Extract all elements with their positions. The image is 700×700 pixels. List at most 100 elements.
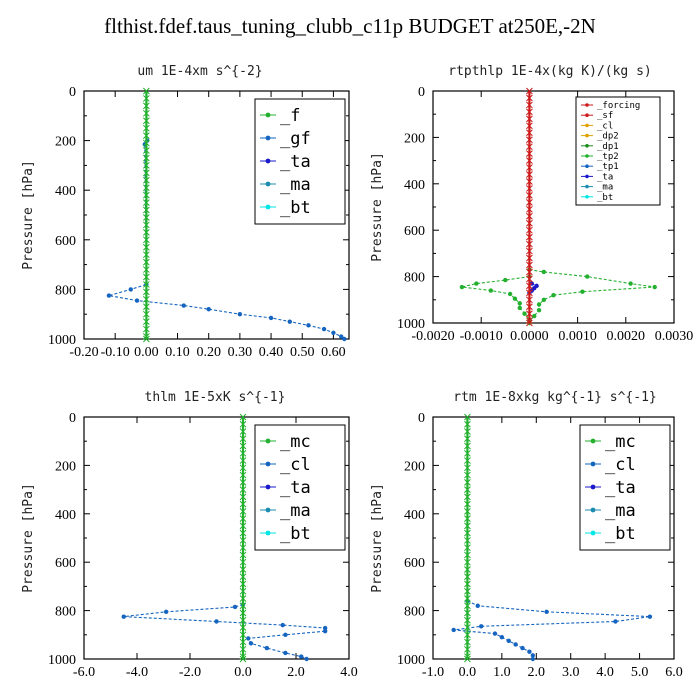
data-point: [526, 185, 533, 192]
data-point: [106, 293, 112, 298]
x-tick-label: -0.0020: [411, 329, 454, 344]
legend-marker: [590, 507, 596, 513]
y-axis-label: Pressure [hPa]: [21, 160, 36, 270]
legend-label: _dp2: [597, 132, 619, 142]
data-point: [142, 295, 150, 303]
data-point: [464, 609, 471, 617]
data-point: [464, 464, 471, 472]
legend-marker: [590, 438, 596, 444]
legend-marker: [585, 174, 589, 179]
legend-label: _sf: [597, 111, 613, 121]
data-point: [526, 247, 533, 255]
data-point: [464, 435, 471, 443]
data-point: [239, 515, 247, 522]
legend-marker: [590, 530, 596, 536]
data-point: [530, 653, 536, 658]
data-point: [526, 226, 533, 234]
data-point: [517, 305, 522, 311]
data-point: [239, 631, 247, 639]
data-point: [331, 330, 336, 335]
data-point: [526, 94, 533, 102]
y-tick-label: 400: [404, 178, 425, 193]
data-point: [520, 645, 525, 651]
data-point: [142, 102, 150, 110]
series-line-tp2: [528, 269, 655, 323]
data-point: [526, 129, 533, 137]
data-point: [526, 150, 533, 157]
legend-label: _bt: [597, 193, 613, 203]
legend-marker: [585, 103, 589, 107]
data-point: [142, 147, 150, 154]
data-point: [459, 284, 465, 290]
legend-label: _bt: [605, 524, 636, 544]
y-tick-label: 1000: [397, 317, 425, 332]
data-point: [464, 631, 471, 639]
panel-4: rtm 1E-8xkg kg^{-1} s^{-1} Pressure [hPa]…: [370, 390, 683, 680]
data-point: [142, 318, 150, 325]
data-point: [464, 616, 471, 624]
data-point: [526, 268, 533, 276]
x-tick-label: -4.0: [126, 665, 148, 680]
data-point: [526, 157, 533, 164]
data-point: [464, 493, 471, 501]
data-point: [464, 566, 471, 573]
x-tick-label: -6.0: [73, 665, 95, 680]
y-tick-label: 1000: [397, 653, 425, 668]
data-point: [239, 413, 247, 421]
data-point: [142, 229, 150, 236]
data-point: [142, 273, 150, 281]
data-point: [142, 258, 150, 266]
data-point: [526, 219, 533, 227]
legend-label: _ma: [280, 175, 311, 195]
x-tick-label: -0.0010: [460, 329, 503, 344]
x-tick-label: 2.0: [528, 665, 546, 680]
data-point: [464, 573, 471, 581]
x-tick-label: -0.10: [101, 345, 130, 360]
x-tick-label: 5.0: [631, 665, 649, 680]
data-point: [475, 603, 480, 608]
series-line-cl: [123, 603, 326, 660]
legend-label: _dp1: [597, 142, 619, 152]
data-point: [142, 176, 150, 184]
data-point: [248, 641, 254, 646]
data-point: [142, 169, 150, 177]
data-point: [526, 303, 533, 311]
data-point: [237, 312, 243, 317]
series-line-dp1: [461, 276, 530, 323]
data-point: [239, 420, 247, 428]
x-tick-label: 0.00: [134, 345, 159, 360]
data-point: [142, 281, 150, 288]
data-point: [451, 627, 456, 633]
data-point: [488, 288, 494, 293]
data-point: [142, 162, 150, 169]
data-point: [526, 212, 533, 220]
data-point: [464, 544, 471, 552]
y-axis-label: Pressure [hPa]: [370, 483, 385, 593]
legend-label: _ma: [605, 501, 636, 521]
x-tick-label: 0.60: [321, 345, 346, 360]
data-point: [507, 291, 513, 297]
data-point: [647, 614, 653, 619]
data-point: [541, 269, 547, 275]
data-point: [464, 522, 471, 530]
panel-2: rtpthlp 1E-4x(kg K)/(kg s) Pressure [hPa]…: [370, 64, 693, 344]
data-point: [526, 199, 533, 206]
data-point: [526, 164, 533, 171]
data-point: [526, 143, 533, 151]
data-point: [464, 595, 471, 602]
y-tick-label: 600: [55, 556, 76, 571]
y-tick-label: 1000: [48, 333, 76, 348]
data-point: [464, 529, 471, 537]
data-point: [628, 281, 633, 286]
figure-title: flthist.fdef.taus_tuning_clubb_c11p BUDG…: [104, 14, 596, 38]
data-point: [142, 214, 150, 221]
legend-marker: [585, 133, 589, 138]
data-point: [517, 301, 522, 306]
data-point: [142, 124, 150, 132]
data-point: [580, 289, 585, 294]
y-tick-label: 800: [55, 283, 76, 298]
data-point: [206, 307, 211, 312]
data-point: [299, 654, 304, 659]
data-point: [142, 132, 150, 139]
